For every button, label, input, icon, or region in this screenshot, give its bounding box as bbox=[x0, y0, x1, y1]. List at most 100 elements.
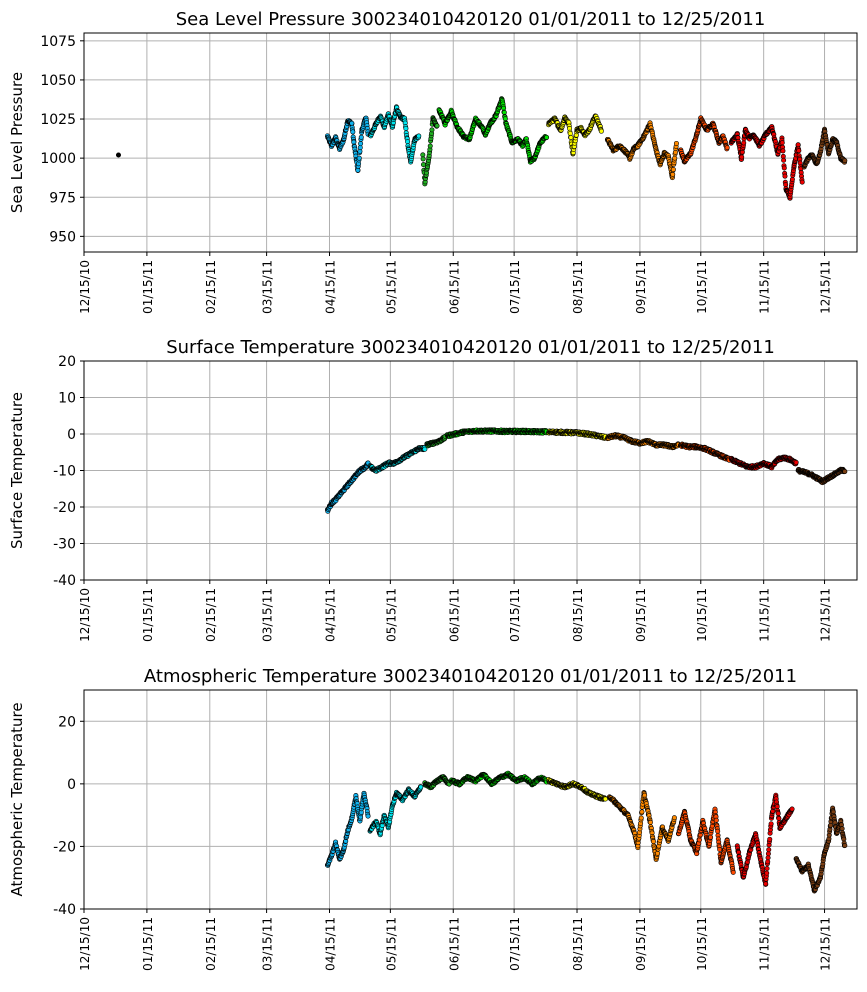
x-tick-label: 02/15/11 bbox=[204, 588, 218, 642]
x-tick-label: 09/15/11 bbox=[634, 260, 648, 314]
series-deepskyblue bbox=[324, 460, 371, 514]
data-point bbox=[670, 171, 676, 177]
data-point bbox=[767, 836, 773, 842]
data-point bbox=[715, 828, 721, 834]
x-tick-label: 09/15/11 bbox=[634, 917, 648, 971]
data-point bbox=[420, 156, 426, 162]
y-tick-label: -20 bbox=[53, 839, 76, 855]
data-point bbox=[799, 179, 805, 185]
data-point bbox=[730, 869, 736, 875]
data-point bbox=[842, 843, 848, 849]
x-tick-label: 02/15/11 bbox=[204, 260, 218, 314]
y-tick-label: -40 bbox=[53, 902, 76, 918]
series-orange bbox=[604, 432, 681, 451]
data-point bbox=[842, 158, 848, 164]
chart-title: Sea Level Pressure 300234010420120 01/01… bbox=[176, 9, 766, 30]
x-tick-label: 01/15/11 bbox=[141, 260, 155, 314]
data-point bbox=[115, 152, 121, 158]
data-point bbox=[429, 127, 435, 133]
y-tick-label: 1050 bbox=[40, 73, 76, 89]
data-point bbox=[842, 468, 848, 474]
data-point bbox=[358, 141, 364, 147]
data-point bbox=[763, 881, 769, 887]
y-tick-label: 0 bbox=[67, 777, 76, 793]
data-point bbox=[724, 145, 730, 151]
x-tick-label: 03/15/11 bbox=[261, 588, 275, 642]
series-darkgreen bbox=[422, 774, 452, 791]
data-point bbox=[358, 134, 364, 140]
data-point bbox=[739, 154, 745, 160]
data-point bbox=[598, 128, 604, 134]
data-point bbox=[781, 165, 787, 171]
series-green bbox=[444, 427, 550, 439]
data-point bbox=[365, 813, 371, 819]
x-tick-label: 11/15/11 bbox=[758, 917, 772, 971]
y-tick-label: 975 bbox=[49, 190, 76, 206]
data-point bbox=[793, 459, 799, 465]
data-point bbox=[839, 826, 845, 832]
data-point bbox=[795, 142, 801, 148]
series-orangered bbox=[677, 441, 732, 463]
x-tick-label: 06/15/11 bbox=[447, 917, 461, 971]
data-point bbox=[779, 140, 785, 146]
data-point bbox=[602, 796, 608, 802]
data-point bbox=[768, 821, 774, 827]
x-tick-label: 11/15/11 bbox=[758, 588, 772, 642]
x-tick-label: 03/15/11 bbox=[261, 917, 275, 971]
chart-title: Surface Temperature 300234010420120 01/0… bbox=[166, 337, 775, 358]
data-point bbox=[741, 140, 747, 146]
data-point bbox=[416, 133, 422, 139]
data-point bbox=[650, 838, 656, 844]
y-tick-label: -20 bbox=[53, 500, 76, 516]
series-darkgreen bbox=[420, 115, 440, 187]
data-point bbox=[765, 855, 771, 861]
data-point bbox=[782, 173, 788, 179]
data-point bbox=[780, 148, 786, 154]
data-point bbox=[717, 846, 723, 852]
data-point bbox=[544, 134, 550, 140]
data-point bbox=[781, 157, 787, 163]
series-orange bbox=[606, 790, 677, 862]
data-point bbox=[764, 870, 770, 876]
data-point bbox=[766, 847, 772, 853]
data-point bbox=[356, 155, 362, 161]
x-tick-label: 08/15/11 bbox=[571, 260, 585, 314]
x-tick-label: 03/15/11 bbox=[261, 260, 275, 314]
data-point bbox=[775, 811, 781, 817]
y-tick-label: -30 bbox=[53, 537, 76, 553]
y-axis-label: Atmospheric Temperature bbox=[8, 702, 26, 896]
series-brown bbox=[793, 805, 848, 894]
y-tick-label: 20 bbox=[58, 354, 76, 370]
chart-title: Atmospheric Temperature 300234010420120 … bbox=[144, 666, 797, 687]
x-tick-label: 04/15/11 bbox=[323, 588, 337, 642]
x-tick-label: 08/15/11 bbox=[571, 917, 585, 971]
x-tick-label: 05/15/11 bbox=[384, 260, 398, 314]
data-point bbox=[418, 784, 424, 790]
data-point bbox=[789, 176, 795, 182]
series-deepskyblue bbox=[324, 115, 371, 173]
x-tick-label: 12/15/10 bbox=[78, 588, 92, 642]
data-point bbox=[841, 836, 847, 842]
x-tick-label: 10/15/11 bbox=[695, 917, 709, 971]
series-brown bbox=[795, 466, 848, 486]
x-tick-label: 12/15/10 bbox=[78, 917, 92, 971]
x-tick-label: 10/15/11 bbox=[695, 260, 709, 314]
data-point bbox=[568, 134, 574, 140]
data-point bbox=[764, 866, 770, 872]
x-tick-label: 04/15/11 bbox=[323, 917, 337, 971]
y-tick-label: 20 bbox=[58, 714, 76, 730]
x-tick-label: 05/15/11 bbox=[384, 917, 398, 971]
data-point bbox=[427, 143, 433, 149]
data-point bbox=[350, 129, 356, 135]
x-tick-label: 05/15/11 bbox=[384, 588, 398, 642]
y-tick-label: 10 bbox=[58, 391, 76, 407]
axes-frame bbox=[83, 32, 858, 253]
y-tick-label: -10 bbox=[53, 464, 76, 480]
y-tick-label: 1025 bbox=[40, 112, 76, 128]
y-tick-label: 950 bbox=[49, 229, 76, 245]
data-point bbox=[671, 815, 677, 821]
data-point bbox=[420, 152, 426, 158]
y-tick-label: -40 bbox=[53, 573, 76, 589]
x-tick-label: 08/15/11 bbox=[571, 588, 585, 642]
